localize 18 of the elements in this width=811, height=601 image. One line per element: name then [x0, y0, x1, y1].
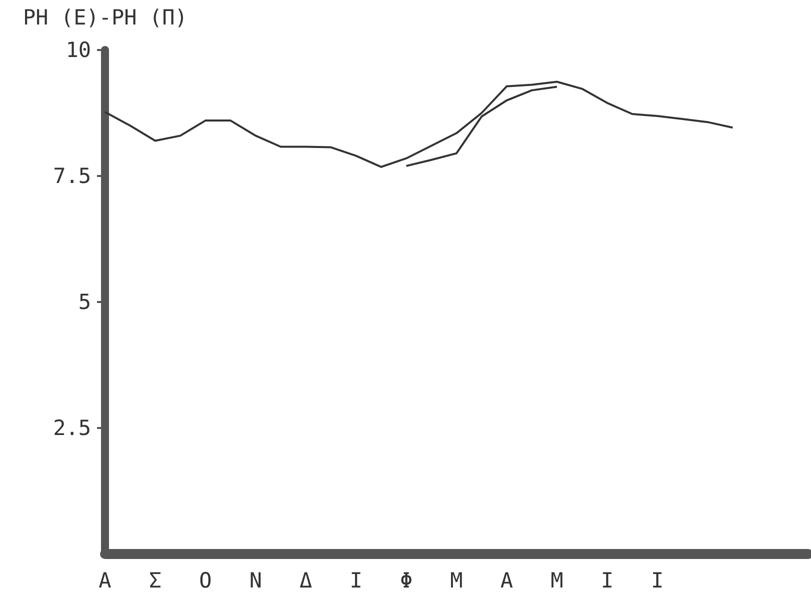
chart-title: PH (E)-PH (Π) [23, 6, 188, 30]
x-tick-label: Ο [199, 568, 212, 592]
x-tick-label: Σ [148, 568, 162, 592]
x-tick-label: Φ [400, 568, 413, 592]
line-series [104, 80, 734, 168]
y-tick-label: 2.5 [53, 416, 91, 440]
x-tick-label: Ν [249, 568, 262, 592]
x-tick-label: Α [98, 568, 112, 592]
x-tick-label: Μ [550, 568, 564, 592]
x-tick-label: Μ [450, 568, 463, 592]
x-tick-label: Ι [651, 568, 664, 592]
x-tick-label: Δ [300, 568, 313, 592]
x-tick-label: Ι [350, 568, 362, 592]
x-tick-label: Ι [600, 568, 614, 592]
x-tick-label: Α [500, 568, 514, 592]
y-tick-label: 7.5 [53, 164, 91, 188]
y-tick-label: 5 [78, 290, 91, 314]
y-tick-label: 10 [66, 38, 91, 62]
